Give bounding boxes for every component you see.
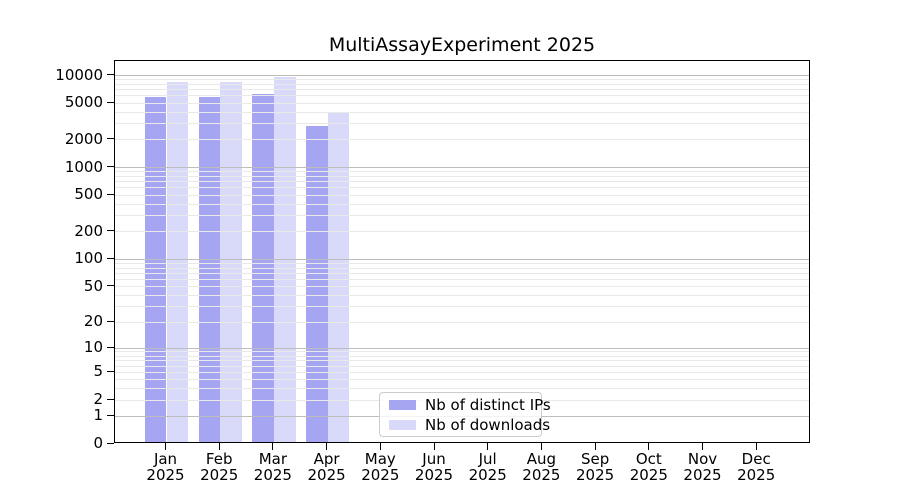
major-gridline bbox=[115, 347, 809, 349]
minor-gridline bbox=[115, 111, 809, 113]
plot-area bbox=[114, 60, 810, 443]
y-tick-label: 5000 bbox=[64, 93, 103, 112]
legend: Nb of distinct IPs Nb of downloads bbox=[379, 392, 551, 437]
minor-gridline bbox=[115, 279, 809, 281]
x-tick-label: Jan 2025 bbox=[146, 450, 185, 484]
x-tick-label: Jul 2025 bbox=[468, 450, 507, 484]
minor-gridline bbox=[115, 95, 809, 97]
x-tick-mark bbox=[648, 443, 650, 450]
y-tick-label: 1000 bbox=[64, 157, 103, 176]
minor-gridline bbox=[115, 388, 809, 390]
x-tick-mark bbox=[487, 443, 489, 450]
minor-gridline bbox=[115, 294, 809, 296]
y-tick-label: 10000 bbox=[55, 65, 103, 84]
y-tick-label: 200 bbox=[74, 221, 103, 240]
x-tick-mark bbox=[218, 443, 220, 450]
y-tick-mark bbox=[107, 166, 114, 168]
chart-title: MultiAssayExperiment 2025 bbox=[328, 34, 596, 56]
legend-entry-distinct-ips: Nb of distinct IPs bbox=[389, 396, 551, 414]
y-tick-mark bbox=[107, 257, 114, 259]
x-tick-label: Dec 2025 bbox=[737, 450, 776, 484]
minor-gridline bbox=[115, 231, 809, 233]
major-gridline bbox=[115, 75, 809, 76]
minor-gridline bbox=[115, 263, 809, 265]
x-tick-label: Aug 2025 bbox=[522, 450, 561, 484]
x-tick-mark bbox=[702, 443, 703, 450]
minor-gridline bbox=[115, 79, 809, 81]
x-tick-label: Apr 2025 bbox=[307, 450, 346, 484]
x-tick-label: Nov 2025 bbox=[683, 450, 722, 484]
x-tick-mark bbox=[379, 443, 381, 450]
minor-gridline bbox=[115, 306, 809, 308]
y-tick-mark bbox=[107, 74, 114, 75]
x-tick-label: Oct 2025 bbox=[629, 450, 668, 484]
y-tick-label: 0 bbox=[93, 434, 103, 452]
y-tick-label: 50 bbox=[83, 276, 103, 295]
x-tick-mark bbox=[165, 443, 166, 450]
x-tick-mark bbox=[433, 443, 435, 450]
y-tick-mark bbox=[107, 398, 114, 400]
major-gridline bbox=[115, 258, 809, 260]
x-tick-label: Mar 2025 bbox=[253, 450, 292, 484]
y-tick-label: 5 bbox=[93, 362, 103, 381]
legend-label: Nb of downloads bbox=[425, 415, 551, 434]
legend-swatch-downloads bbox=[389, 419, 416, 430]
minor-gridline bbox=[115, 371, 809, 373]
y-tick-label: 2000 bbox=[64, 129, 103, 148]
minor-gridline bbox=[115, 215, 809, 217]
y-tick-label: 20 bbox=[83, 312, 103, 331]
y-tick-label: 1 bbox=[93, 406, 103, 425]
x-tick-label: Jun 2025 bbox=[414, 450, 454, 484]
minor-gridline bbox=[115, 83, 809, 85]
minor-gridline bbox=[115, 139, 809, 141]
y-tick-mark bbox=[107, 414, 114, 416]
minor-gridline bbox=[115, 321, 809, 323]
minor-gridline bbox=[115, 187, 809, 189]
minor-gridline bbox=[115, 272, 809, 274]
minor-gridline bbox=[115, 286, 809, 288]
y-tick-mark bbox=[107, 320, 114, 322]
minor-gridline bbox=[115, 203, 809, 205]
minor-gridline bbox=[115, 379, 809, 381]
minor-gridline bbox=[115, 365, 809, 367]
y-tick-mark bbox=[107, 193, 114, 195]
bar-ips-apr bbox=[305, 125, 328, 442]
y-tick-label: 500 bbox=[74, 185, 103, 204]
minor-gridline bbox=[115, 360, 809, 362]
minor-gridline bbox=[115, 267, 809, 269]
x-tick-label: May 2025 bbox=[361, 450, 400, 484]
minor-gridline bbox=[115, 176, 809, 177]
x-tick-label: Feb 2025 bbox=[200, 450, 239, 484]
minor-gridline bbox=[115, 123, 809, 125]
x-tick-mark bbox=[326, 443, 328, 450]
minor-gridline bbox=[115, 351, 809, 353]
x-tick-mark bbox=[594, 443, 596, 450]
legend-label: Nb of distinct IPs bbox=[425, 395, 551, 414]
major-gridline bbox=[115, 167, 809, 169]
y-tick-mark bbox=[107, 442, 114, 444]
gridlines-layer bbox=[115, 61, 809, 442]
minor-gridline bbox=[115, 102, 809, 104]
y-tick-mark bbox=[107, 138, 114, 140]
legend-swatch-distinct-ips bbox=[389, 399, 416, 410]
x-tick-mark bbox=[540, 443, 542, 450]
y-tick-mark bbox=[107, 370, 114, 372]
y-tick-label: 2 bbox=[93, 390, 103, 409]
x-tick-mark bbox=[272, 443, 274, 450]
minor-gridline bbox=[115, 194, 809, 196]
y-tick-label: 10 bbox=[83, 338, 103, 357]
x-tick-label: Sep 2025 bbox=[576, 450, 615, 484]
minor-gridline bbox=[115, 89, 809, 91]
minor-gridline bbox=[115, 181, 809, 183]
x-tick-mark bbox=[755, 443, 757, 450]
y-tick-mark bbox=[107, 285, 114, 287]
legend-entry-downloads: Nb of downloads bbox=[389, 416, 550, 434]
y-tick-mark bbox=[107, 101, 114, 103]
y-tick-label: 100 bbox=[74, 249, 103, 268]
y-tick-mark bbox=[107, 346, 114, 348]
minor-gridline bbox=[115, 171, 809, 173]
minor-gridline bbox=[115, 355, 809, 357]
y-tick-mark bbox=[107, 230, 114, 232]
